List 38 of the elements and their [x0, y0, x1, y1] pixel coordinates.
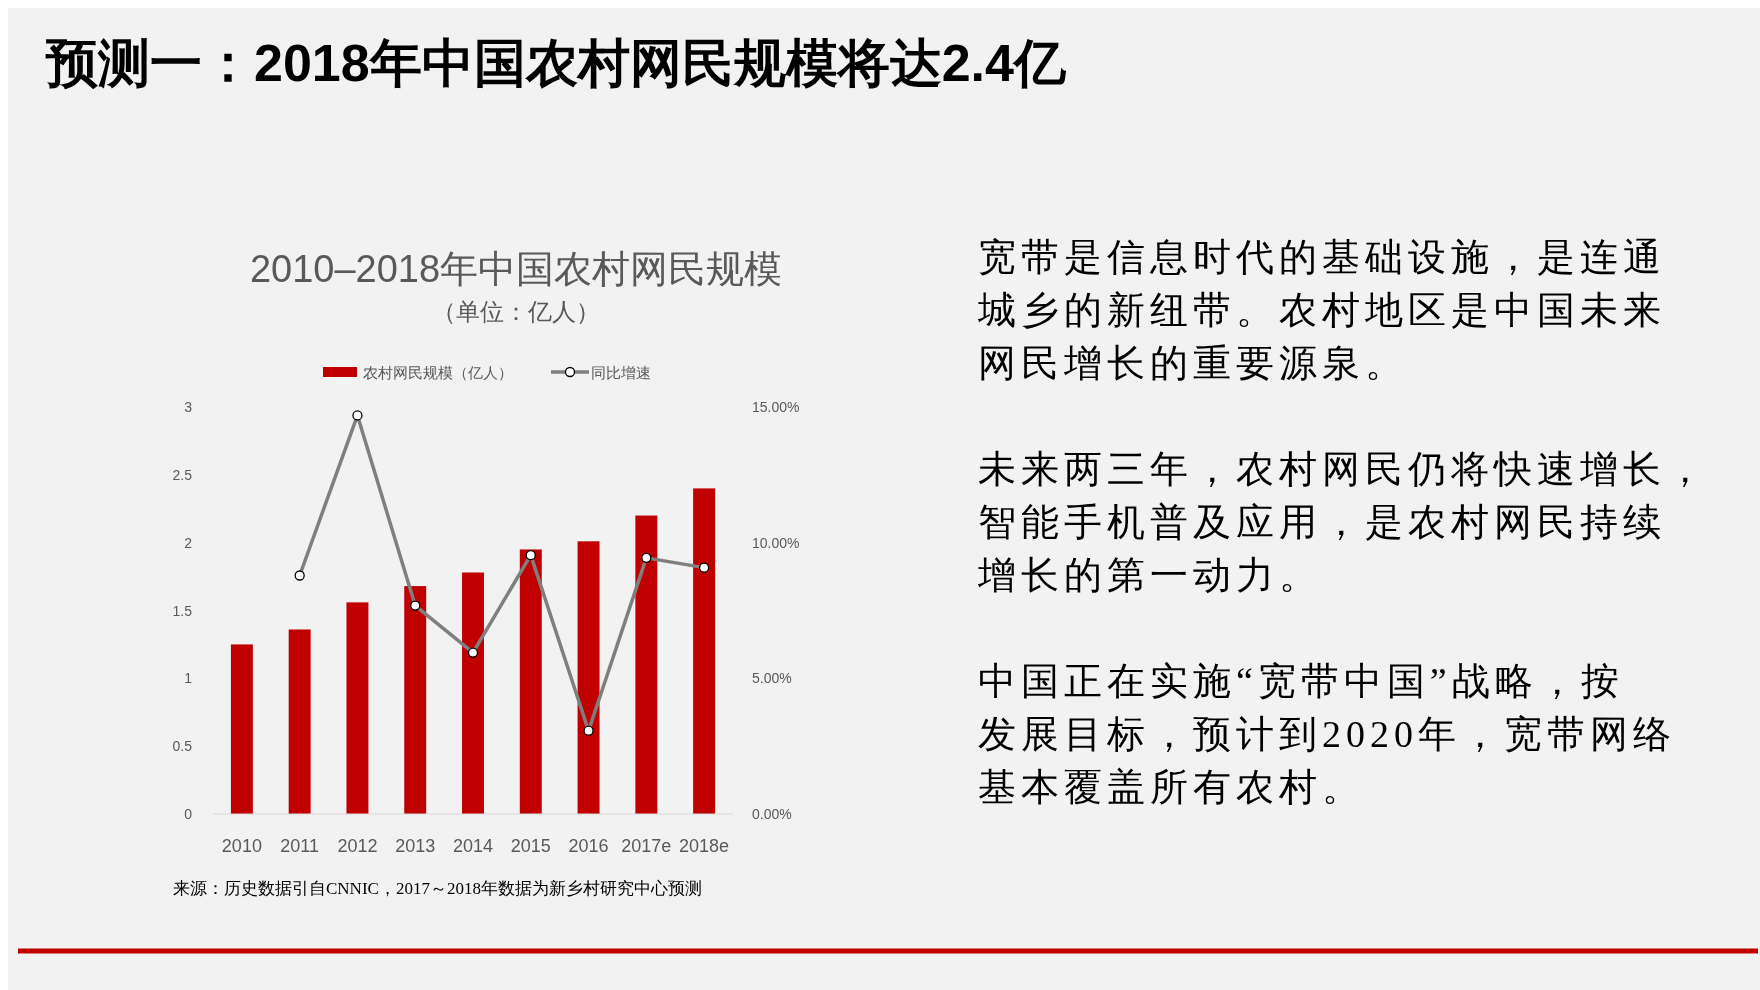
x-tick-label: 2017e — [621, 836, 672, 856]
text: （单位：亿人） — [432, 298, 600, 325]
y-tick-label: 3 — [184, 399, 193, 415]
source-note: 来源：历史数据引自CNNIC，2017～2018年数据为新乡村研究中心预测 — [173, 879, 702, 898]
y-tick-label: 0.5 — [172, 738, 193, 755]
y-tick-label: 1 — [184, 670, 193, 687]
text: 未来两三年，农村网民仍将快速增长，智能手机普及应用，是农村网民持续增长的第一动力。 — [977, 448, 1709, 596]
x-tick-label: 2011 — [280, 836, 320, 856]
bar — [519, 549, 542, 814]
y-tick-label: 0 — [184, 806, 193, 822]
text: 宽带是信息时代的基础设施，是连通城乡的新纽带。农村地区是中国未来网民增长的重要源泉。 — [977, 236, 1666, 384]
bar — [230, 644, 253, 814]
x-tick-label: 2015 — [510, 836, 551, 856]
y-tick-label: 2.5 — [172, 466, 193, 483]
y-tick-label: 1.5 — [172, 602, 193, 619]
x-tick-label: 2012 — [337, 836, 378, 856]
bar — [404, 586, 427, 814]
x-tick-label: 2010 — [221, 836, 262, 856]
bar — [693, 488, 716, 814]
bar — [346, 602, 369, 814]
y2-tick-label: 15.00% — [752, 399, 800, 415]
bar — [288, 629, 311, 814]
x-tick-label: 2013 — [395, 836, 436, 856]
x-tick-label: 2014 — [452, 836, 494, 856]
bar — [462, 572, 484, 814]
y2-tick-label: 0.00% — [752, 806, 792, 822]
y2-tick-label: 5.00% — [752, 670, 792, 687]
chart-title: 预测一：2018年中国农村网民规模将达2.4亿 — [45, 34, 1067, 92]
y2-tick-label: 10.00% — [752, 534, 800, 551]
bar — [577, 541, 600, 814]
text: 中国正在实施“宽带中国”战略，按发展目标，预计到2020年，宽带网络基本覆盖所有农村。 — [978, 660, 1676, 808]
chart-subtitle: 2010–2018年中国农村网民规模 — [249, 248, 783, 290]
bar — [635, 515, 658, 814]
legend-label: 同比增速 — [591, 364, 651, 381]
legend-label: 农村网民规模（亿人） — [363, 364, 513, 381]
x-tick-label: 2016 — [568, 836, 609, 856]
y-tick-label: 2 — [184, 534, 193, 551]
x-tick-label: 2018e — [679, 836, 730, 856]
